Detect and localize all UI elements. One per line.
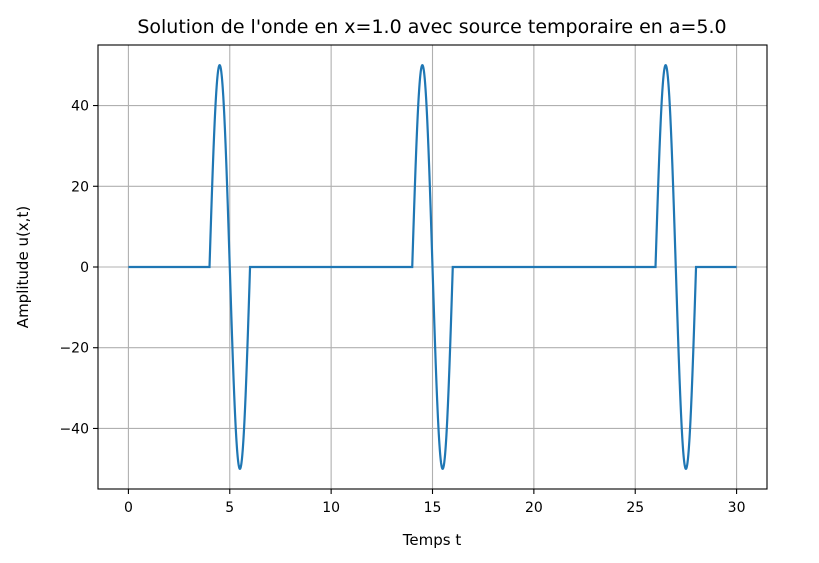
chart-title: Solution de l'onde en x=1.0 avec source … — [137, 16, 726, 38]
x-axis-label: Temps t — [402, 531, 462, 549]
y-tick-label: 0 — [80, 260, 89, 276]
x-tick-label: 15 — [424, 500, 442, 516]
y-tick-label: 20 — [71, 179, 89, 195]
x-tick-label: 5 — [225, 500, 234, 516]
x-tick-label: 30 — [728, 500, 746, 516]
x-tick-label: 10 — [322, 500, 340, 516]
x-tick-label: 20 — [525, 500, 543, 516]
y-tick-label: −20 — [59, 341, 89, 357]
x-ticks: 0 5 10 15 20 25 30 — [124, 489, 746, 516]
y-tick-label: −40 — [59, 421, 89, 437]
y-ticks: −40 −20 0 20 40 — [59, 99, 98, 437]
x-tick-label: 0 — [124, 500, 133, 516]
y-axis-label: Amplitude u(x,t) — [14, 206, 32, 328]
series-line — [128, 63, 737, 471]
x-tick-label: 25 — [626, 500, 644, 516]
y-tick-label: 40 — [71, 99, 89, 115]
